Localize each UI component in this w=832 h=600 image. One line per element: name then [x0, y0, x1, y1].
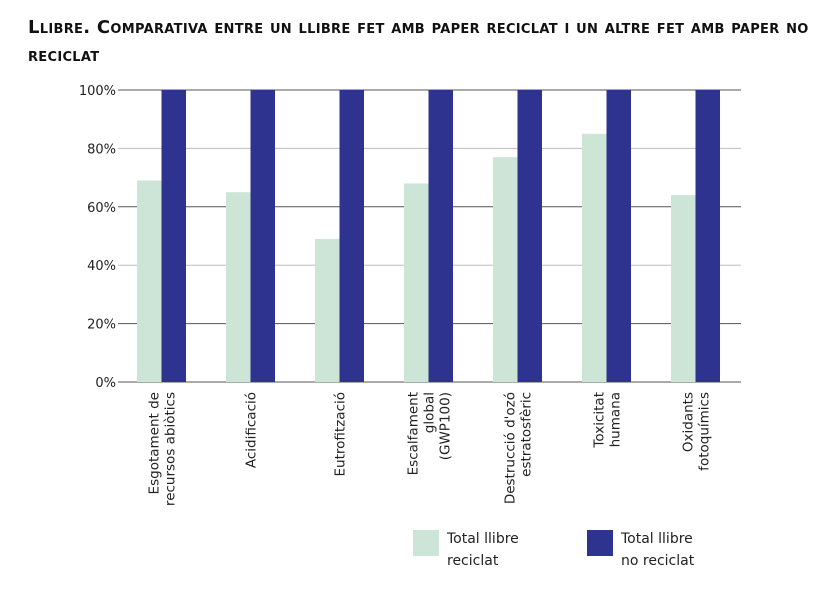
- bar-reciclat: [671, 195, 696, 382]
- x-tick-label: Oxidants: [681, 392, 697, 452]
- legend-swatch-no-reciclat: [587, 530, 613, 556]
- x-tick-label: (GWP100): [438, 392, 454, 460]
- bar-no-reciclat: [161, 90, 186, 382]
- legend-label: no reciclat: [621, 553, 695, 569]
- x-tick-label: Destrucció d'ozó: [503, 392, 519, 504]
- bar-no-reciclat: [606, 90, 631, 382]
- y-tick-label: 80%: [87, 142, 116, 157]
- bar-no-reciclat: [517, 90, 542, 382]
- x-tick-label: estratosfèric: [519, 392, 535, 477]
- y-tick-label: 40%: [87, 259, 116, 274]
- x-tick-label: Esgotament de: [147, 392, 163, 494]
- x-tick-label: Eutrofització: [333, 392, 349, 476]
- y-tick-label: 20%: [87, 318, 116, 333]
- chart-title: Llibre. Comparativa entre un llibre fet …: [28, 17, 809, 66]
- bar-reciclat: [137, 180, 162, 382]
- y-tick-label: 100%: [79, 84, 116, 99]
- bar-reciclat: [493, 157, 518, 382]
- bar-no-reciclat: [250, 90, 275, 382]
- bar-reciclat: [226, 192, 251, 382]
- legend-swatch-reciclat: [413, 530, 439, 556]
- x-tick-label: global: [422, 392, 438, 433]
- legend-label: Total llibre: [447, 531, 519, 547]
- x-tick-label: Escalfament: [406, 392, 422, 475]
- legend-item-no-reciclat: Total llibre no reciclat: [587, 528, 731, 572]
- bar-reciclat: [315, 238, 340, 382]
- y-tick-label: 0%: [95, 376, 116, 391]
- legend-label: Total llibre: [621, 531, 693, 547]
- bar-no-reciclat: [428, 90, 453, 382]
- bar-reciclat: [404, 183, 429, 382]
- x-tick-label: humana: [608, 392, 624, 447]
- x-tick-label: Acidificació: [244, 392, 260, 468]
- y-tick-label: 60%: [87, 201, 116, 216]
- bar-no-reciclat: [695, 90, 720, 382]
- x-tick-label: recursos abiòtics: [163, 392, 179, 506]
- x-tick-label: fotoquímics: [697, 392, 713, 471]
- legend-label: reciclat: [447, 553, 499, 569]
- bar-reciclat: [582, 133, 607, 382]
- x-tick-label: Toxicitat: [592, 392, 608, 449]
- legend-item-reciclat: Total llibre reciclat: [413, 528, 557, 572]
- bar-no-reciclat: [339, 90, 364, 382]
